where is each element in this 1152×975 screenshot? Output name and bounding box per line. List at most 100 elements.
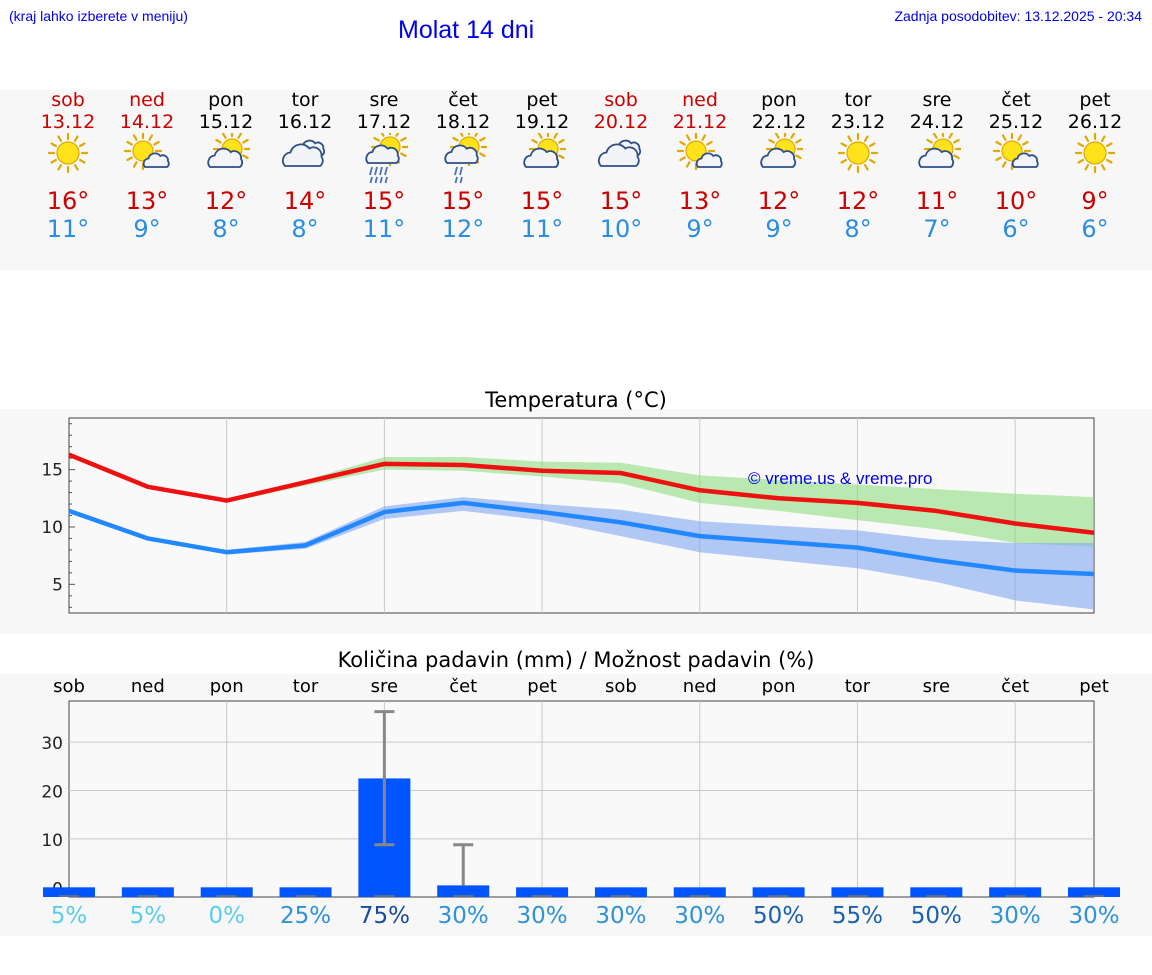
x-tick-label: pon <box>210 676 244 697</box>
precip-probability: 55% <box>831 903 884 929</box>
day-name: pet <box>1079 89 1111 111</box>
temp-min: 11° <box>46 215 90 243</box>
x-tick-label: sob <box>605 676 637 697</box>
temp-max: 13° <box>125 187 169 215</box>
day-name: tor <box>291 89 319 111</box>
temp-max: 12° <box>836 187 880 215</box>
y-tick-label: 20 <box>41 783 63 803</box>
day-date: 13.12 <box>40 111 96 133</box>
day-date: 22.12 <box>751 111 807 133</box>
sun-cloud-icon <box>918 133 961 169</box>
day-name: pon <box>761 89 797 111</box>
sun-small-cloud-icon <box>676 133 723 171</box>
temp-max: 15° <box>520 187 564 215</box>
precip-probability: 5% <box>50 903 88 929</box>
precip-probability: 30% <box>1068 903 1120 929</box>
day-name: ned <box>129 89 165 111</box>
x-tick-label: pet <box>1079 676 1109 697</box>
temp-max: 16° <box>46 187 90 215</box>
daily-forecast-band <box>0 90 1152 270</box>
precip-probability: 30% <box>437 903 489 929</box>
precip-probability: 30% <box>674 903 726 929</box>
x-tick-label: pon <box>762 676 796 697</box>
temp-min: 9° <box>133 215 161 243</box>
precip-bar <box>989 887 1042 897</box>
day-date: 25.12 <box>988 111 1044 133</box>
last-update: Zadnja posodobitev: 13.12.2025 - 20:34 <box>894 8 1142 24</box>
sun-cloud-icon <box>760 133 803 169</box>
x-tick-label: čet <box>1001 676 1029 697</box>
day-name: pet <box>526 89 558 111</box>
temp-min: 8° <box>291 215 319 243</box>
day-name: čet <box>1001 89 1031 111</box>
day-name: sre <box>369 89 399 111</box>
day-name: čet <box>448 89 478 111</box>
y-tick-label: 15 <box>41 461 63 481</box>
day-date: 16.12 <box>277 111 333 133</box>
temp-min: 10° <box>599 215 643 243</box>
day-date: 26.12 <box>1067 111 1123 133</box>
y-tick-label: 5 <box>52 575 63 595</box>
day-name: sob <box>51 89 85 111</box>
day-date: 19.12 <box>514 111 570 133</box>
day-name: sre <box>922 89 952 111</box>
watermark: © vreme.us & vreme.pro <box>748 469 932 488</box>
day-date: 21.12 <box>672 111 728 133</box>
day-name: ned <box>682 89 718 111</box>
precip-probability: 0% <box>208 903 245 929</box>
temp-max: 14° <box>283 187 327 215</box>
temp-max: 12° <box>204 187 248 215</box>
location-note[interactable]: (kraj lahko izberete v meniju) <box>9 8 188 24</box>
y-tick-label: 10 <box>41 831 63 851</box>
series-line-max <box>68 452 1095 535</box>
precip-probability: 50% <box>910 903 962 929</box>
sun-cloud-icon <box>207 133 250 169</box>
overcast-icon <box>598 139 642 167</box>
x-tick-label: sre <box>923 676 950 697</box>
precip-bar <box>437 885 490 897</box>
precip-probability: 75% <box>358 903 410 929</box>
precip-probability: 5% <box>129 903 167 929</box>
x-tick-label: ned <box>683 676 717 697</box>
sun-cloud-icon <box>523 133 566 169</box>
day-date: 23.12 <box>830 111 886 133</box>
temp-min: 6° <box>1002 215 1030 243</box>
precip-probability: 30% <box>989 903 1041 929</box>
precip-probability: 30% <box>516 903 568 929</box>
day-name: tor <box>844 89 872 111</box>
y-tick-label: 30 <box>41 734 63 754</box>
temp-min: 11° <box>362 215 406 243</box>
precip-bar <box>831 887 884 897</box>
day-date: 24.12 <box>909 111 965 133</box>
temp-max: 9° <box>1081 187 1109 215</box>
precip-bar <box>752 887 805 897</box>
day-date: 17.12 <box>356 111 412 133</box>
temp-max: 13° <box>678 187 722 215</box>
temp-max: 12° <box>757 187 801 215</box>
precip-bar <box>200 887 253 897</box>
day-name: pon <box>208 89 244 111</box>
x-tick-label: sre <box>371 676 398 697</box>
precipitation-chart-title: Količina padavin (mm) / Možnost padavin … <box>337 648 815 672</box>
temp-max: 10° <box>994 187 1038 215</box>
temp-min: 8° <box>844 215 872 243</box>
x-tick-label: čet <box>449 676 477 697</box>
sun-icon <box>1074 133 1116 174</box>
day-name: sob <box>604 89 638 111</box>
x-tick-label: pet <box>527 676 557 697</box>
sun-small-cloud-icon <box>123 133 170 171</box>
sun-cloud-light-rain-icon <box>444 133 487 184</box>
plot-area <box>68 700 1095 898</box>
day-date: 15.12 <box>198 111 254 133</box>
temp-min: 11° <box>520 215 564 243</box>
precip-bar <box>516 887 569 897</box>
day-date: 14.12 <box>119 111 175 133</box>
series-line-min <box>68 500 1095 577</box>
overcast-icon <box>282 139 326 167</box>
precip-bar <box>1068 887 1120 897</box>
temp-min: 9° <box>765 215 793 243</box>
temp-max: 15° <box>362 187 406 215</box>
x-tick-label: ned <box>131 676 165 697</box>
